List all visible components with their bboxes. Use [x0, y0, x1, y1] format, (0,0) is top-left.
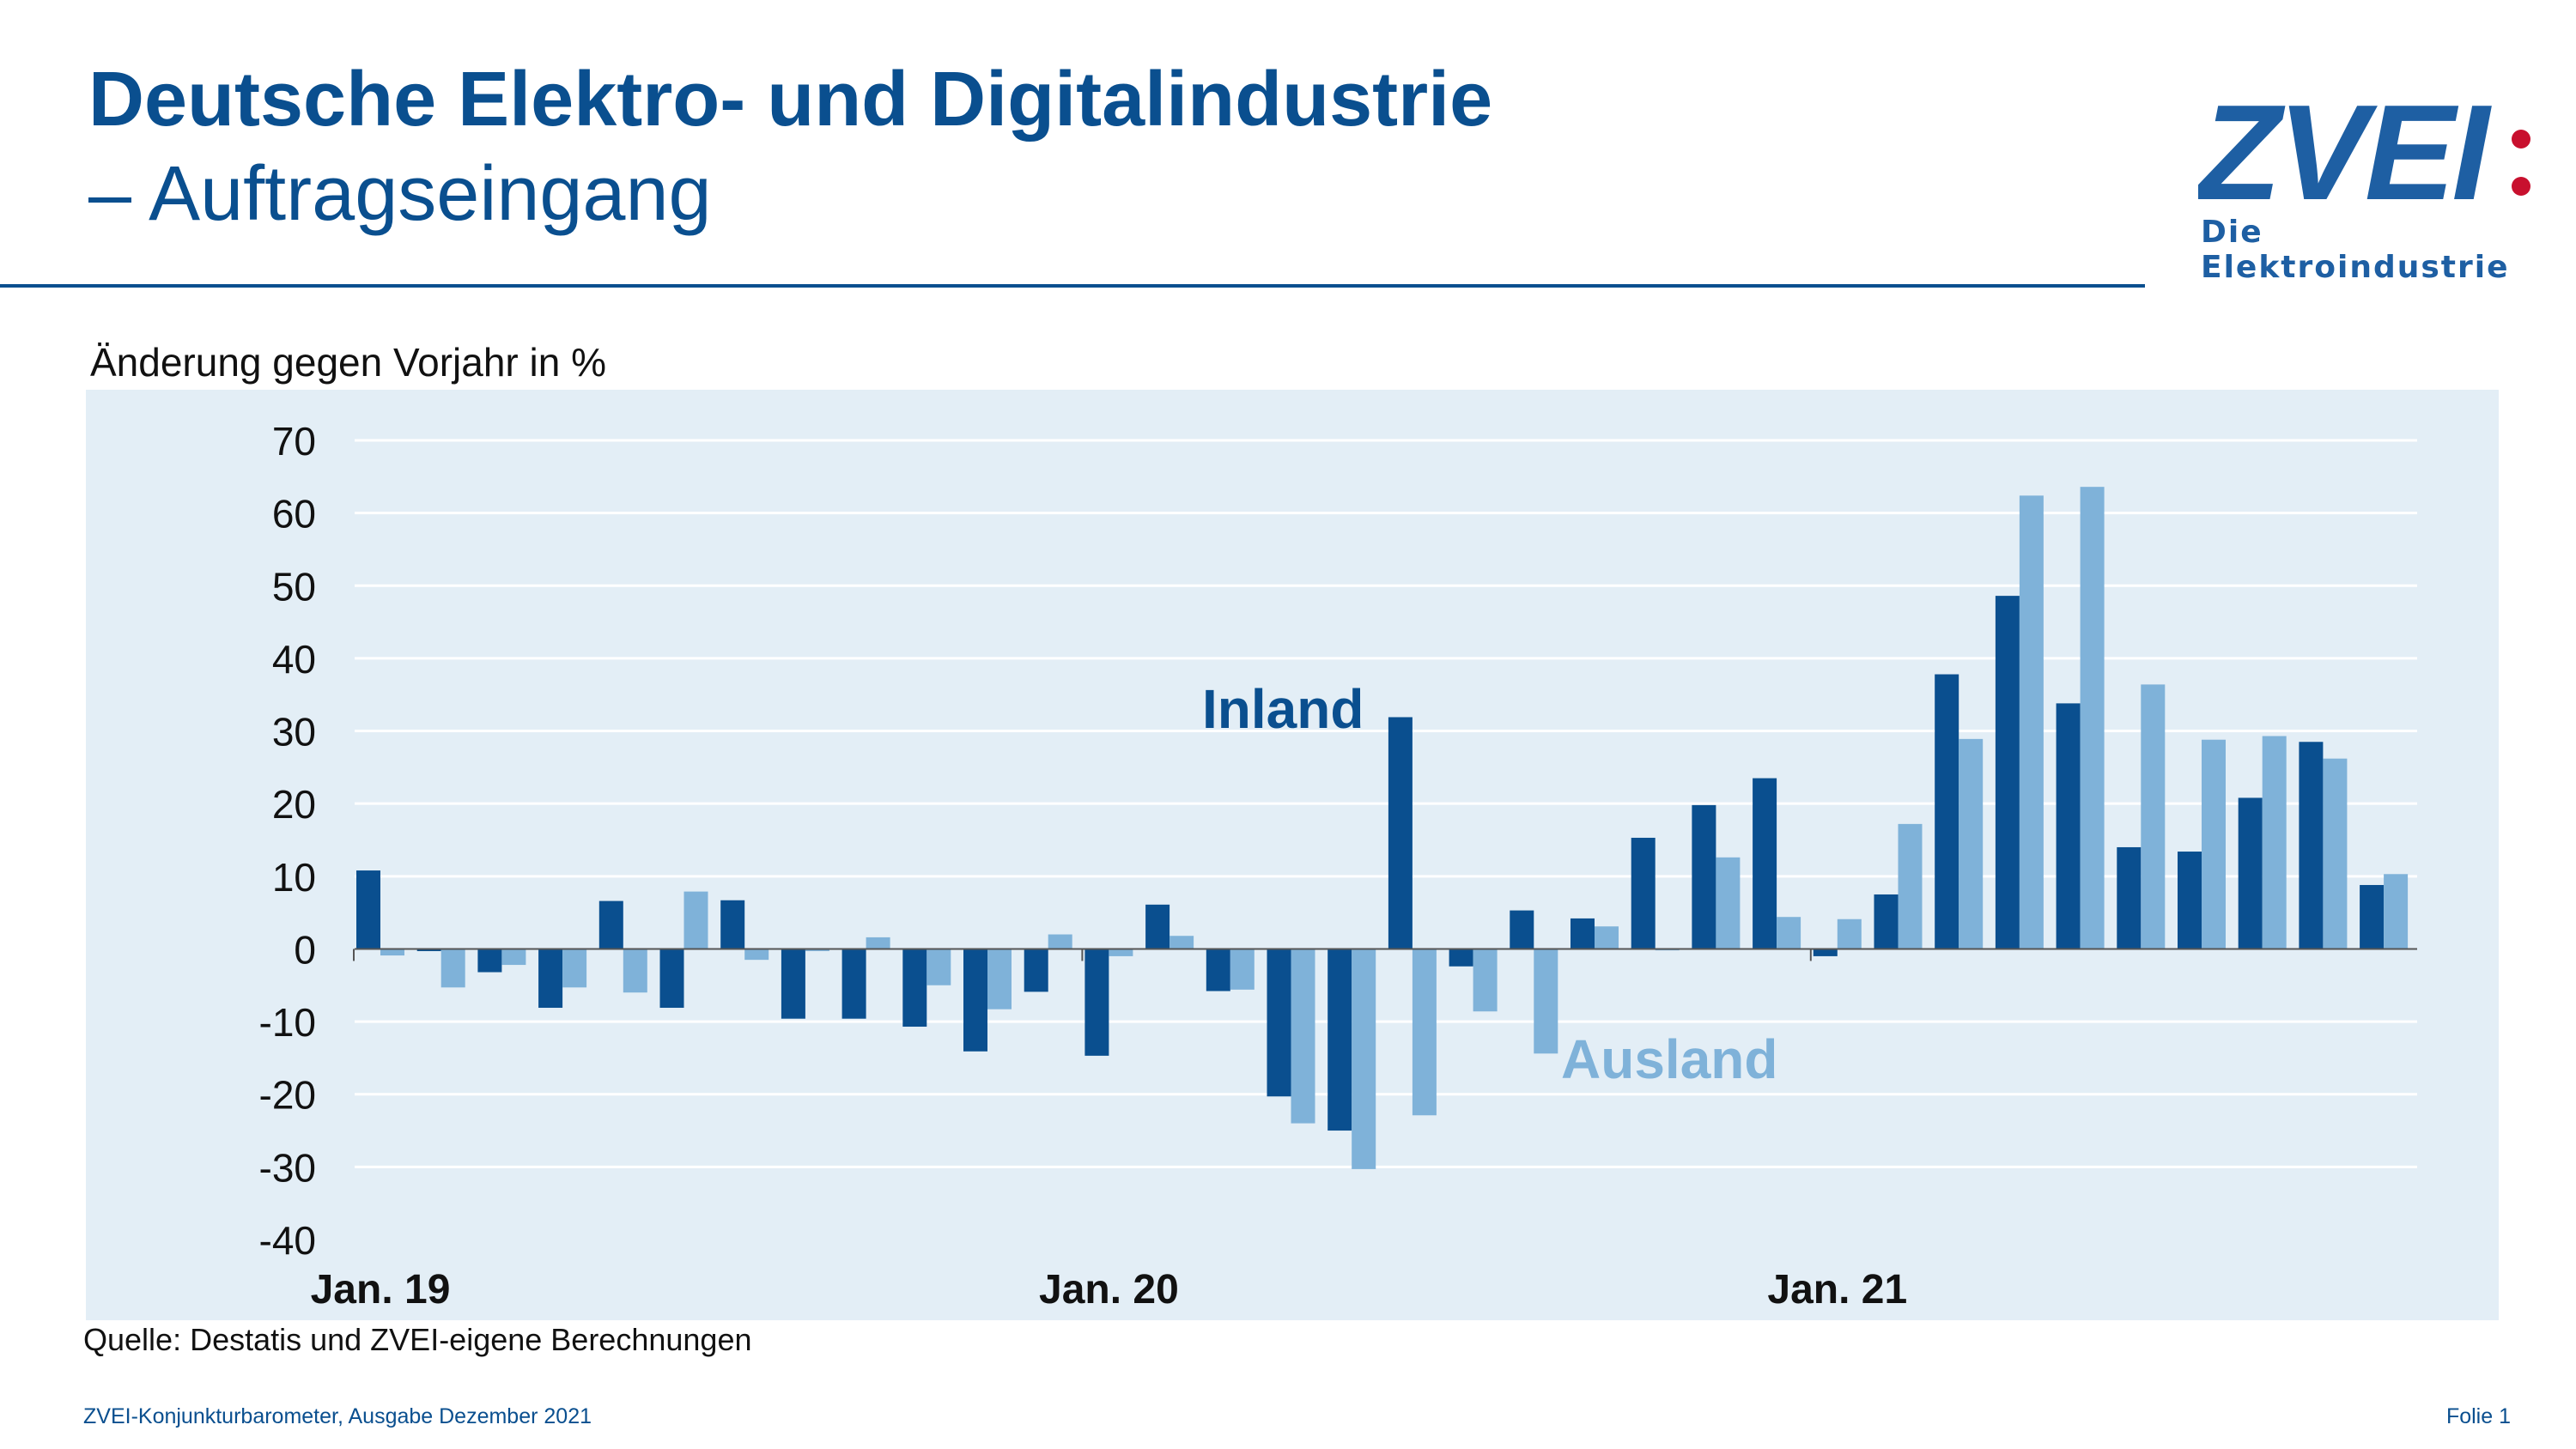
bar-ausland [987, 949, 1012, 1009]
x-tick-label: Jan. 19 [311, 1267, 451, 1313]
bar-ausland [1595, 926, 1619, 949]
y-tick-label: 0 [294, 927, 316, 972]
footer-slide-number: Folie 1 [2445, 1404, 2511, 1428]
bar-inland [1571, 918, 1595, 949]
bar-inland [2238, 797, 2263, 949]
bar-inland [1935, 674, 1959, 949]
bar-ausland [1412, 949, 1437, 1116]
bar-inland [1874, 894, 1899, 949]
bar-inland [1024, 949, 1048, 992]
title-divider [0, 284, 2145, 288]
bar-inland [781, 949, 805, 1019]
y-axis-label: Änderung gegen Vorjahr in % [90, 340, 606, 385]
bar-ausland [1291, 949, 1315, 1124]
zvei-logo-text: ZVEI [2198, 79, 2492, 228]
y-tick-label: 50 [272, 564, 316, 609]
y-tick-label: 70 [272, 419, 316, 464]
bar-ausland [2202, 739, 2226, 949]
bar-ausland [805, 949, 829, 951]
bar-inland [416, 949, 441, 951]
bar-ausland [2262, 736, 2287, 949]
series-label-ausland: Ausland [1561, 1028, 1777, 1090]
source-note: Quelle: Destatis und ZVEI-eigene Berechn… [83, 1322, 752, 1357]
x-tick-label: Jan. 20 [1039, 1267, 1179, 1313]
bar-ausland [1716, 857, 1741, 949]
y-tick-label: 40 [272, 637, 316, 682]
bar-ausland [927, 949, 951, 985]
bar-inland [2178, 852, 2202, 949]
bar-inland [356, 870, 380, 949]
bar-ausland [2323, 758, 2348, 949]
bar-inland [963, 949, 987, 1052]
bar-ausland [1048, 934, 1072, 949]
bar-ausland [1170, 936, 1194, 949]
bar-ausland [501, 949, 526, 966]
y-tick-label: -20 [259, 1073, 316, 1118]
slide-subtitle: – Auftragseingang [88, 151, 712, 237]
bar-inland [1449, 949, 1473, 967]
bar-inland [1084, 949, 1109, 1056]
bar-ausland [1898, 823, 1923, 949]
bar-ausland [1473, 949, 1498, 1012]
bar-ausland [1534, 949, 1558, 1054]
bar-ausland [440, 949, 465, 988]
bar-ausland [2019, 495, 2044, 949]
bar-inland [1692, 804, 1716, 949]
y-tick-label: 20 [272, 782, 316, 827]
bar-inland [902, 949, 927, 1028]
bar-inland [1510, 910, 1534, 949]
logo-dot-lower [2512, 177, 2530, 196]
bar-ausland [1230, 949, 1255, 990]
bar-inland [659, 949, 684, 1009]
bar-ausland [1837, 919, 1862, 949]
series-label-inland: Inland [1202, 678, 1364, 740]
bar-ausland [683, 891, 708, 949]
y-tick-label: 10 [272, 855, 316, 900]
y-tick-label: -10 [259, 1000, 316, 1045]
bar-ausland [866, 937, 890, 949]
bar-inland [2117, 846, 2142, 949]
bar-inland [2360, 884, 2385, 949]
bar-ausland [380, 949, 404, 956]
bar-ausland [1109, 949, 1133, 956]
y-tick-label: -30 [259, 1145, 316, 1190]
y-tick-label: 30 [272, 710, 316, 755]
bar-ausland [2080, 487, 2105, 949]
bar-inland [2056, 703, 2081, 949]
bar-ausland [562, 949, 587, 988]
bar-inland [1388, 717, 1413, 949]
bar-ausland [1352, 949, 1376, 1169]
bar-inland [2299, 742, 2324, 949]
logo-dot-upper [2512, 130, 2530, 149]
bar-inland [1327, 949, 1352, 1131]
logo-tagline: Die Elektroindustrie [2201, 215, 2510, 285]
bar-inland [1631, 837, 1656, 949]
bar-ausland [2141, 684, 2166, 949]
bar-inland [841, 949, 866, 1019]
y-tick-label: -40 [259, 1218, 316, 1263]
bar-ausland [623, 949, 647, 993]
footer-publication: ZVEI-Konjunkturbarometer, Ausgabe Dezemb… [83, 1404, 592, 1428]
bar-inland [720, 900, 745, 949]
bar-ausland [744, 949, 769, 961]
bar-inland [1267, 949, 1291, 1097]
zvei-logo: ZVEI [2198, 79, 2530, 228]
bar-inland [477, 949, 502, 973]
bar-inland [1995, 596, 2020, 949]
x-tick-label: Jan. 21 [1767, 1267, 1907, 1313]
bar-inland [1753, 778, 1777, 949]
slide-title: Deutsche Elektro- und Digitalindustrie [88, 57, 1493, 142]
bar-ausland [1959, 738, 1984, 949]
bar-inland [1813, 949, 1838, 956]
bar-inland [1145, 904, 1170, 949]
bar-inland [598, 900, 623, 949]
bar-ausland [1777, 917, 1801, 949]
bar-ausland [2384, 874, 2409, 949]
bar-inland [538, 949, 563, 1009]
y-tick-label: 60 [272, 492, 316, 537]
bar-inland [1206, 949, 1230, 991]
